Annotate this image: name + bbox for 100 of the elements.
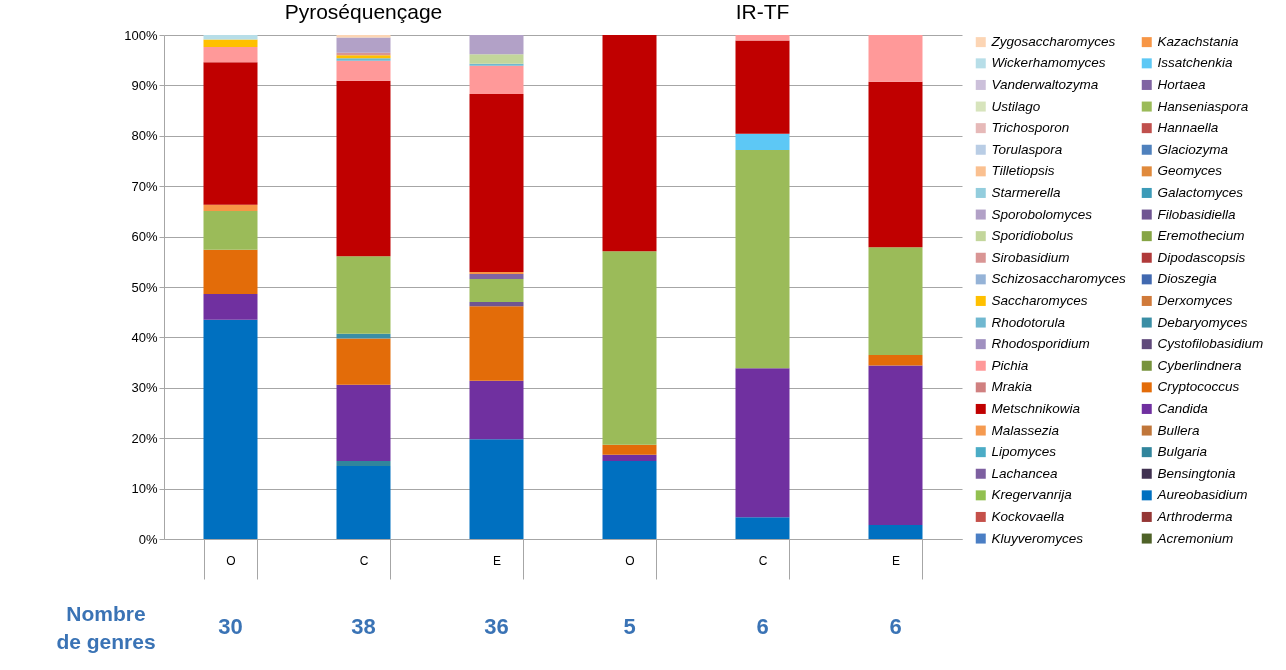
legend-label: Rhodotorula: [991, 314, 1066, 330]
legend-label: Aureobasidium: [1156, 487, 1248, 503]
legend-label: Mrakia: [991, 379, 1033, 395]
bar: [203, 62, 258, 205]
bar: [336, 80, 391, 257]
bar: [469, 271, 524, 274]
bar: [602, 460, 657, 539]
bar: [203, 204, 258, 211]
legend-label: Dioszegia: [1157, 271, 1218, 287]
text: Nombre de genres: [56, 602, 156, 653]
legend-label: Torulaspora: [991, 141, 1063, 157]
legend-label: Candida: [1157, 400, 1209, 416]
legend-label: Wickerhamomyces: [991, 55, 1106, 71]
legend-label: Sirobasidium: [991, 249, 1070, 265]
bar: [735, 517, 790, 539]
bar: [469, 302, 524, 307]
bar: [602, 444, 657, 455]
y-tick-label: 40%: [131, 329, 158, 345]
bar: [469, 93, 524, 272]
bar: [469, 63, 524, 66]
legend-label: Schizosaccharomyces: [991, 271, 1127, 287]
legend-label: Filobasidiella: [1157, 206, 1237, 222]
bar: [469, 65, 524, 94]
text: 36: [484, 614, 509, 639]
legend-label: Sporobolomyces: [991, 206, 1093, 222]
bar: [203, 210, 258, 250]
y-tick-label: 100%: [124, 27, 158, 43]
legend-label: Hortaea: [1157, 76, 1207, 92]
legend-label: Starmerella: [991, 184, 1062, 200]
legend-label: Pichia: [991, 357, 1029, 373]
y-tick-label: 20%: [131, 430, 158, 446]
bar: [469, 306, 524, 381]
bar: [469, 278, 524, 303]
legend-label: Metschnikowia: [991, 400, 1081, 416]
x-tick-label: E: [891, 553, 901, 568]
bar: [336, 60, 391, 81]
bar: [602, 454, 657, 461]
bar: [469, 273, 524, 279]
legend-label: Malassezia: [991, 422, 1060, 438]
legend-label: Saccharomyces: [991, 292, 1088, 308]
legend-label: Arthroderma: [1156, 508, 1234, 524]
legend-label: Debaryomyces: [1157, 314, 1248, 330]
legend-label: Cystofilobasidium: [1157, 336, 1264, 352]
bar: [735, 35, 790, 41]
legend-label: Zygosaccharomyces: [990, 34, 1116, 50]
text: 6: [756, 614, 769, 639]
legend-label: Bensingtonia: [1157, 465, 1237, 481]
legend-label: Rhodosporidium: [991, 336, 1090, 352]
legend-label: Lachancea: [991, 465, 1059, 481]
legend-label: Trichosporon: [991, 120, 1070, 136]
legend-label: Acremonium: [1156, 530, 1234, 546]
legend-label: Ustilago: [991, 98, 1041, 114]
text: IR-TF: [735, 0, 790, 23]
legend-label: Kregervanrija: [991, 487, 1073, 503]
legend-label: Kluyveromyces: [991, 530, 1084, 546]
bar: [336, 465, 391, 539]
bar: [469, 35, 524, 55]
bar: [602, 251, 657, 445]
x-tick-label: C: [359, 553, 369, 568]
bar: [203, 319, 258, 539]
bar: [868, 81, 923, 248]
bar: [203, 294, 258, 320]
legend-label: Eremothecium: [1157, 228, 1245, 244]
bar: [735, 133, 790, 150]
bar: [868, 355, 923, 366]
bar: [336, 460, 391, 466]
bar: [735, 40, 790, 134]
legend-label: Tilletiopsis: [991, 163, 1055, 179]
x-tick-label: O: [625, 553, 635, 568]
legend-label: Glaciozyma: [1157, 141, 1229, 157]
legend-label: Geomyces: [1157, 163, 1223, 179]
x-tick-label: O: [226, 553, 236, 568]
bar: [469, 439, 524, 539]
legend-label: Cryptococcus: [1157, 379, 1240, 395]
y-tick-label: 70%: [131, 178, 158, 194]
legend-label: Derxomyces: [1157, 292, 1233, 308]
bar: [203, 39, 258, 48]
legend-label: Sporidiobolus: [991, 228, 1074, 244]
y-tick-label: 90%: [131, 77, 158, 93]
bar: [203, 35, 258, 40]
legend-label: Issatchenkia: [1157, 55, 1234, 71]
legend-label: Cyberlindnera: [1157, 357, 1243, 373]
x-tick-label: E: [492, 553, 502, 568]
bar: [469, 380, 524, 440]
text: 6: [889, 614, 902, 639]
bar: [336, 256, 391, 334]
legend-label: Kazachstania: [1157, 34, 1240, 50]
bar: [868, 35, 923, 82]
legend-label: Kockovaella: [991, 508, 1065, 524]
legend-label: Dipodascopsis: [1157, 249, 1246, 265]
bar: [868, 524, 923, 539]
y-tick-label: 0%: [138, 531, 158, 547]
bar: [868, 365, 923, 525]
bar: [469, 54, 524, 64]
bar: [336, 37, 391, 53]
text: 38: [351, 614, 376, 639]
bar: [735, 368, 790, 518]
bar: [203, 249, 258, 295]
y-tick-label: 10%: [131, 481, 158, 497]
legend-label: Lipomyces: [991, 444, 1057, 460]
